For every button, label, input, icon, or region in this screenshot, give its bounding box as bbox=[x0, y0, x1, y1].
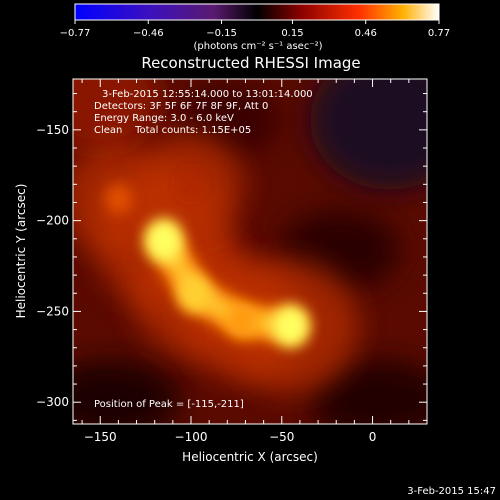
footer-date: 3-Feb-2015 15:47 bbox=[407, 486, 496, 497]
y-axis-label: Heliocentric Y (arcsec) bbox=[14, 184, 28, 319]
x-tick-label: −150 bbox=[84, 430, 117, 444]
annotations: 3-Feb-2015 12:55:14.000 to 13:01:14.000 … bbox=[94, 89, 313, 410]
y-tick-label: −200 bbox=[36, 214, 69, 228]
colorbar-ticks: −0.77 −0.46 −0.15 0.15 0.46 0.77 bbox=[60, 20, 450, 39]
x-axis-label: Heliocentric X (arcsec) bbox=[182, 450, 318, 464]
heat-source bbox=[226, 302, 258, 339]
annotation-clean: Clean Total counts: 1.15E+05 bbox=[94, 125, 251, 136]
annotation-detectors: Detectors: 3F 5F 6F 7F 8F 9F, Att 0 bbox=[94, 101, 268, 112]
y-axis: −150 −200 −250 −300 bbox=[36, 93, 427, 421]
y-tick-label: −150 bbox=[36, 123, 69, 137]
colorbar-tick-label: 0.46 bbox=[355, 28, 377, 39]
heat-ridge-core bbox=[155, 232, 299, 334]
x-tick-label: −100 bbox=[175, 430, 208, 444]
colorbar-tick-label: −0.15 bbox=[206, 28, 237, 39]
annotation-peak: Position of Peak = [-115,-211] bbox=[94, 399, 244, 410]
colorbar-unit-label: (photons cm⁻² s⁻¹ asec⁻²) bbox=[193, 41, 322, 52]
heat-source bbox=[272, 304, 310, 348]
heat-source bbox=[144, 219, 183, 263]
annotation-energy: Energy Range: 3.0 - 6.0 keV bbox=[94, 113, 234, 124]
chart-title: Reconstructed RHESSI Image bbox=[141, 54, 360, 72]
colorbar-tick-label: −0.46 bbox=[133, 28, 164, 39]
annotation-time: 3-Feb-2015 12:55:14.000 to 13:01:14.000 bbox=[102, 89, 313, 100]
y-tick-label: −250 bbox=[36, 304, 69, 318]
x-tick-label: −50 bbox=[269, 430, 294, 444]
y-tick-label: −300 bbox=[36, 395, 69, 409]
heat-source bbox=[178, 274, 212, 313]
colorbar-tick-label: 0.77 bbox=[428, 28, 450, 39]
colorbar-tick-label: 0.15 bbox=[281, 28, 303, 39]
colorbar bbox=[74, 3, 440, 21]
plot-frame bbox=[72, 78, 428, 425]
heat-source bbox=[178, 170, 204, 199]
x-tick-label: 0 bbox=[369, 430, 377, 444]
x-axis: −150 −100 −50 0 bbox=[81, 79, 410, 444]
heat-source bbox=[104, 182, 133, 215]
colorbar-tick-label: −0.77 bbox=[60, 28, 91, 39]
heatmap-image bbox=[73, 79, 427, 424]
